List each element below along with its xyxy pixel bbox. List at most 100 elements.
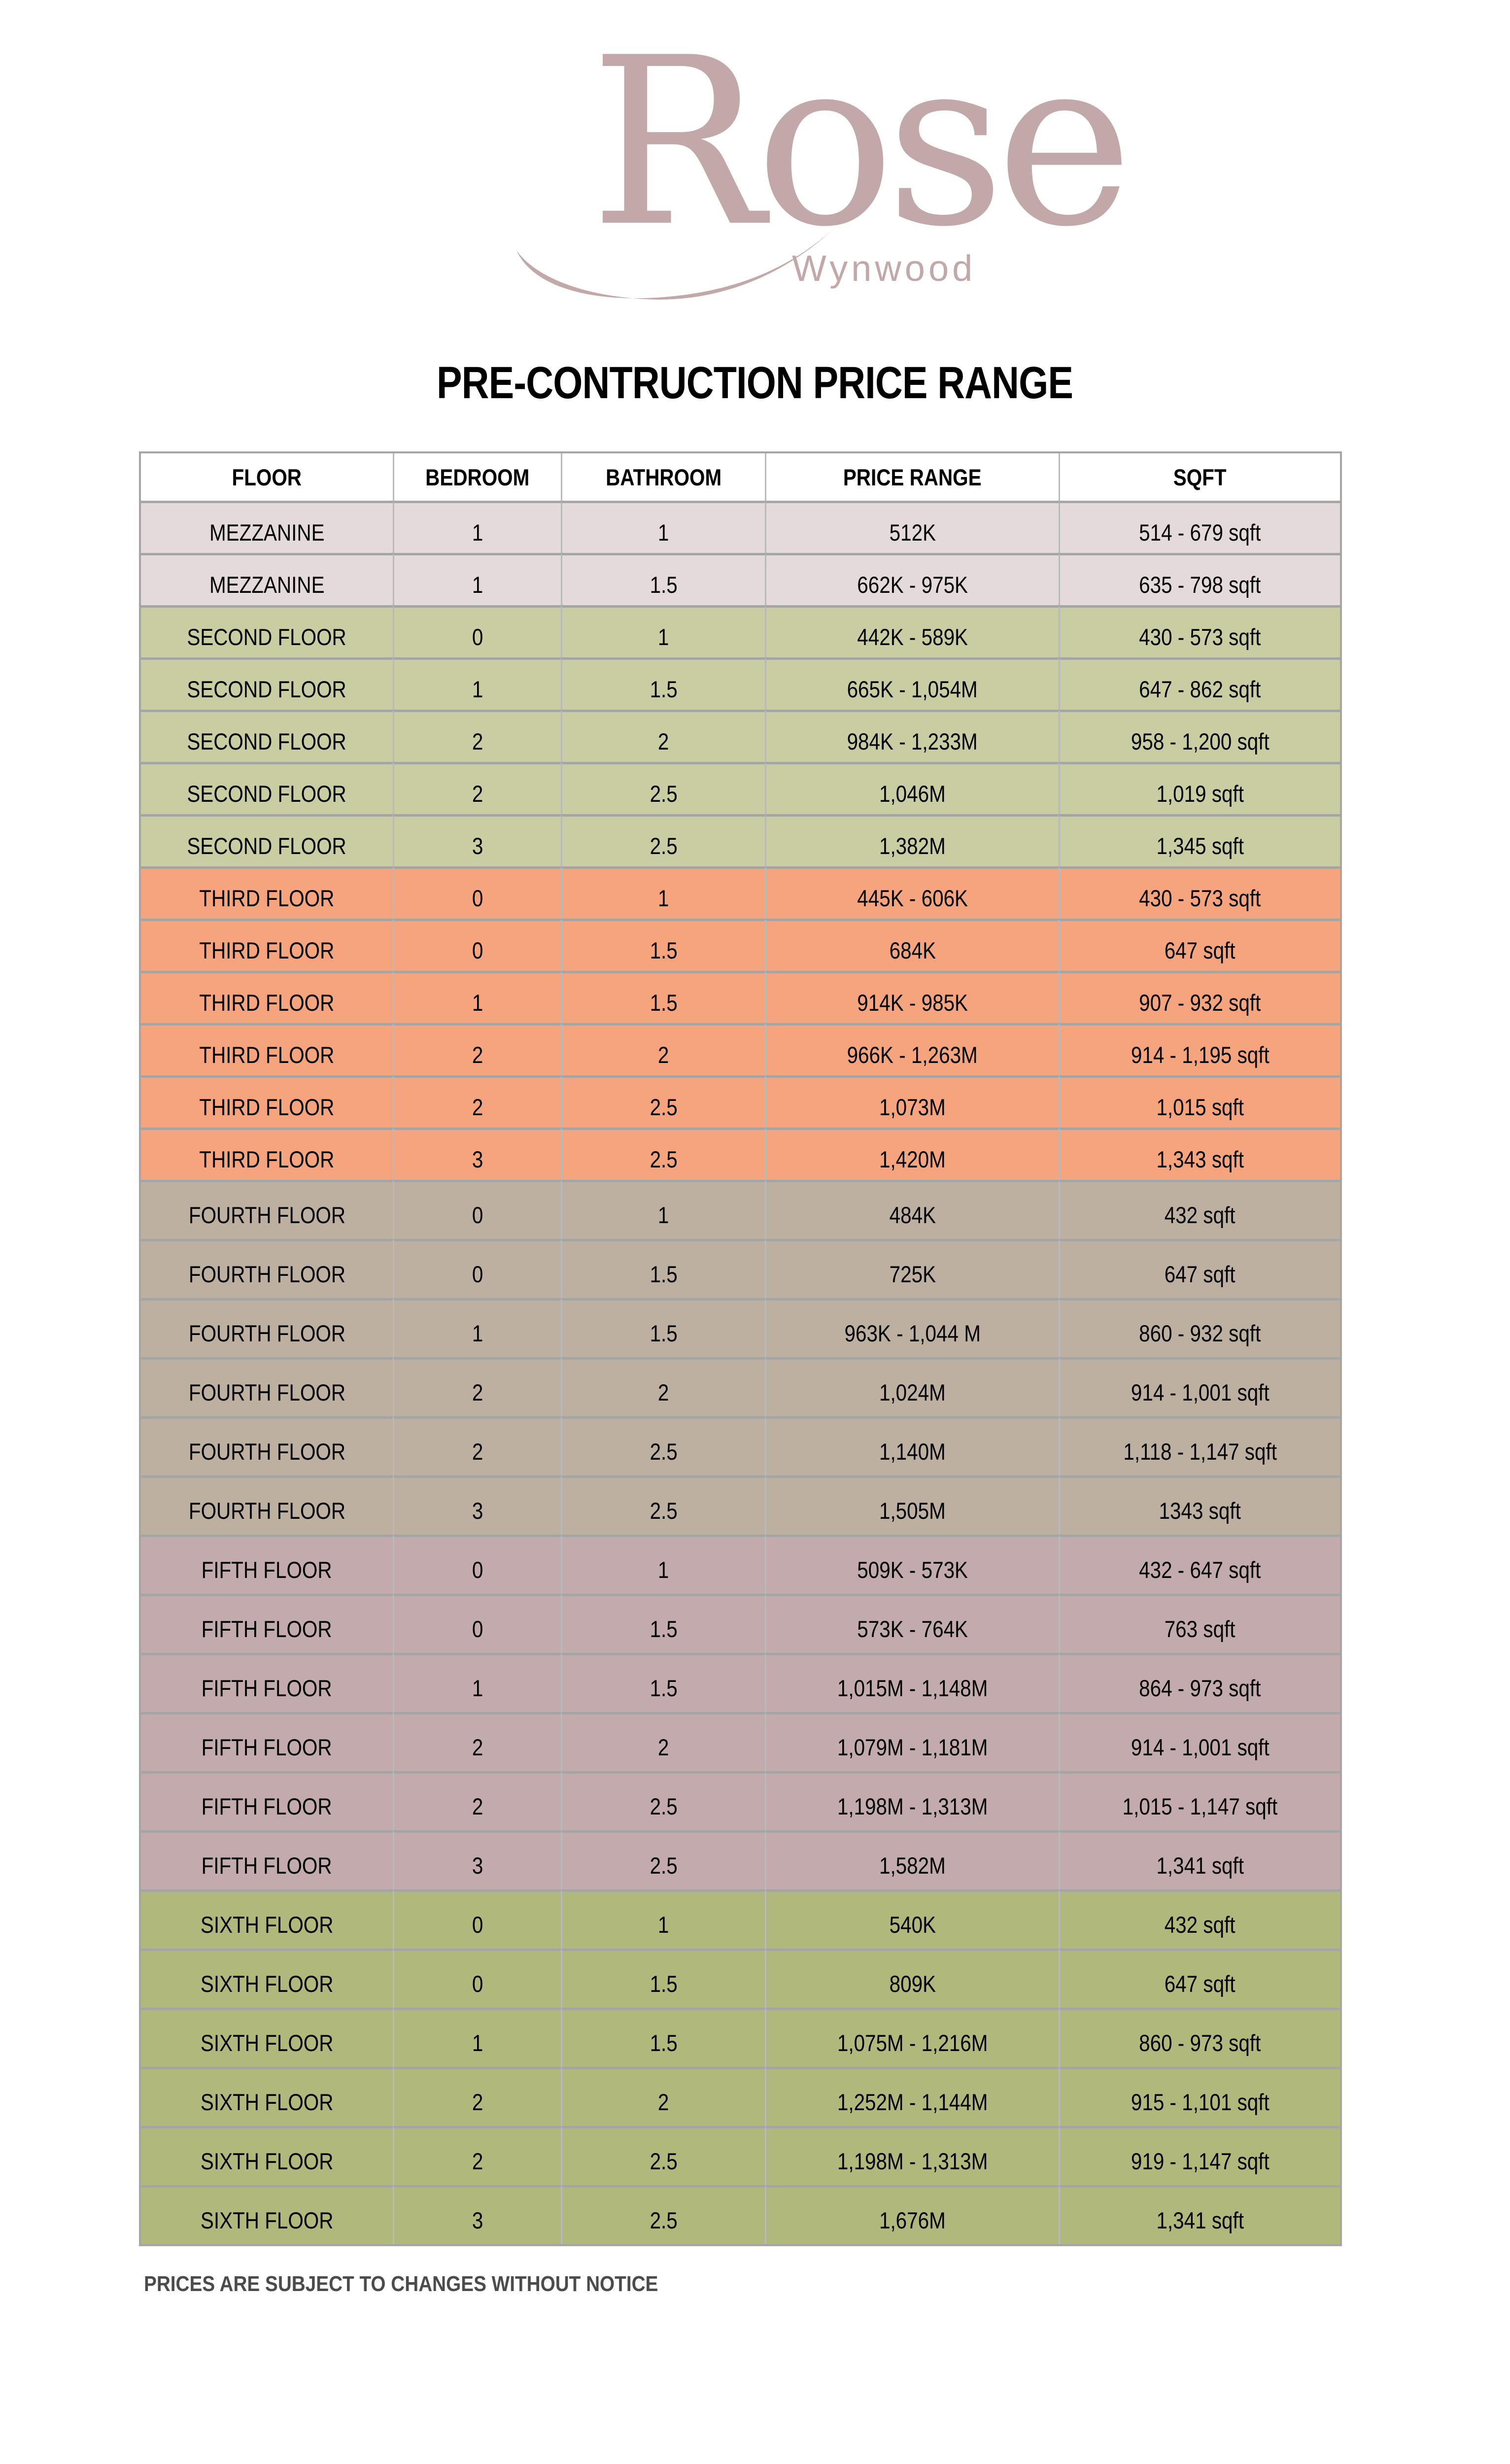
price-table: FLOOR BEDROOM BATHROOM PRICE RANGE SQFT … [139,451,1342,2246]
floor-cell: SECOND FLOOR [141,762,393,814]
table-row: SECOND FLOOR 0 1 442K - 589K 430 - 573 s… [141,605,1340,657]
column-header-bedroom: BEDROOM [393,453,561,501]
sqft-cell: 1,015 - 1,147 sqft [1059,1771,1340,1830]
price-cell: 1,079M - 1,181M [765,1712,1059,1771]
floor-cell: FIFTH FLOOR [141,1535,393,1594]
bathroom-cell: 2.5 [561,1128,765,1180]
footer-note: PRICES ARE SUBJECT TO CHANGES WITHOUT NO… [144,2272,1510,2296]
bedroom-cell: 2 [393,2067,561,2126]
bedroom-cell: 3 [393,1475,561,1535]
sqft-cell: 432 - 647 sqft [1059,1535,1340,1594]
price-cell: 1,046M [765,762,1059,814]
table-row: MEZZANINE 1 1.5 662K - 975K 635 - 798 sq… [141,553,1340,605]
column-header-floor: FLOOR [232,464,302,490]
bedroom-cell: 3 [393,814,561,866]
price-cell: 1,073M [765,1075,1059,1128]
floor-cell: FOURTH FLOOR [141,1416,393,1475]
floor-cell: FIFTH FLOOR [141,1712,393,1771]
header-row: FLOOR BEDROOM BATHROOM PRICE RANGE SQFT [141,453,1340,501]
bedroom-cell: 2 [393,1075,561,1128]
floor-cell: THIRD FLOOR [141,866,393,919]
logo-swash-icon [516,228,835,300]
price-cell: 442K - 589K [765,605,1059,657]
price-cell: 1,198M - 1,313M [765,1771,1059,1830]
sqft-cell: 430 - 573 sqft [1059,605,1340,657]
bathroom-cell: 2 [561,1023,765,1075]
price-cell: 966K - 1,263M [765,1023,1059,1075]
bathroom-cell: 1.5 [561,971,765,1023]
floor-cell: SIXTH FLOOR [141,1949,393,2008]
bathroom-cell: 1 [561,866,765,919]
sqft-cell: 430 - 573 sqft [1059,866,1340,919]
price-cell: 665K - 1,054M [765,657,1059,710]
bedroom-cell: 0 [393,1889,561,1949]
bathroom-cell: 2.5 [561,1075,765,1128]
table-row: FOURTH FLOOR 0 1.5 725K 647 sqft [141,1239,1340,1298]
table-row: SIXTH FLOOR 0 1 540K 432 sqft [141,1889,1340,1949]
bedroom-cell: 1 [393,657,561,710]
bedroom-cell: 0 [393,1949,561,2008]
table-row: SIXTH FLOOR 2 2.5 1,198M - 1,313M 919 - … [141,2126,1340,2185]
floor-cell: FOURTH FLOOR [141,1475,393,1535]
table-row: FIFTH FLOOR 0 1 509K - 573K 432 - 647 sq… [141,1535,1340,1594]
bedroom-cell: 2 [393,1357,561,1416]
footer-note-text: PRICES ARE SUBJECT TO CHANGES WITHOUT NO… [144,2272,658,2296]
bathroom-cell: 2.5 [561,1475,765,1535]
bathroom-cell: 1.5 [561,1594,765,1653]
bathroom-cell: 1 [561,1180,765,1239]
brand-logo: Rose Wynwood [484,27,1133,330]
bedroom-cell: 2 [393,1416,561,1475]
bathroom-cell: 2 [561,1357,765,1416]
bathroom-cell: 1.5 [561,2008,765,2067]
price-cell: 725K [765,1239,1059,1298]
sqft-cell: 958 - 1,200 sqft [1059,710,1340,762]
sqft-cell: 1,341 sqft [1059,1830,1340,1889]
table-row: FOURTH FLOOR 2 2.5 1,140M 1,118 - 1,147 … [141,1416,1340,1475]
bedroom-cell: 2 [393,2126,561,2185]
table-row: THIRD FLOOR 0 1.5 684K 647 sqft [141,919,1340,971]
sqft-cell: 1,019 sqft [1059,762,1340,814]
table-row: FOURTH FLOOR 0 1 484K 432 sqft [141,1180,1340,1239]
bathroom-cell: 1 [561,501,765,553]
sqft-cell: 1,118 - 1,147 sqft [1059,1416,1340,1475]
table-row: FIFTH FLOOR 1 1.5 1,015M - 1,148M 864 - … [141,1653,1340,1712]
bedroom-cell: 0 [393,1535,561,1594]
price-cell: 914K - 985K [765,971,1059,1023]
column-header-bathroom: BATHROOM [561,453,765,501]
bathroom-cell: 2 [561,710,765,762]
bathroom-cell: 2.5 [561,2185,765,2244]
table-body: MEZZANINE 1 1 512K 514 - 679 sqft MEZZAN… [141,501,1340,2244]
price-cell: 984K - 1,233M [765,710,1059,762]
table-row: SIXTH FLOOR 1 1.5 1,075M - 1,216M 860 - … [141,2008,1340,2067]
bathroom-cell: 2.5 [561,1830,765,1889]
floor-cell: FIFTH FLOOR [141,1771,393,1830]
bedroom-cell: 2 [393,1023,561,1075]
price-cell: 684K [765,919,1059,971]
price-cell: 1,676M [765,2185,1059,2244]
sqft-cell: 1343 sqft [1059,1475,1340,1535]
sqft-cell: 432 sqft [1059,1180,1340,1239]
bathroom-cell: 2.5 [561,2126,765,2185]
bathroom-cell: 1 [561,1889,765,1949]
sqft-cell: 914 - 1,001 sqft [1059,1357,1340,1416]
table-row: THIRD FLOOR 2 2.5 1,073M 1,015 sqft [141,1075,1340,1128]
sqft-cell: 647 - 862 sqft [1059,657,1340,710]
price-cell: 1,015M - 1,148M [765,1653,1059,1712]
floor-cell: SECOND FLOOR [141,814,393,866]
bedroom-cell: 1 [393,971,561,1023]
bathroom-cell: 2.5 [561,814,765,866]
bathroom-cell: 1 [561,605,765,657]
bathroom-cell: 1.5 [561,919,765,971]
sqft-cell: 647 sqft [1059,1949,1340,2008]
floor-cell: SECOND FLOOR [141,605,393,657]
bathroom-cell: 2.5 [561,762,765,814]
floor-cell: SIXTH FLOOR [141,2067,393,2126]
price-cell: 1,140M [765,1416,1059,1475]
bathroom-cell: 2 [561,1712,765,1771]
sqft-cell: 914 - 1,195 sqft [1059,1023,1340,1075]
bathroom-cell: 1.5 [561,1298,765,1357]
floor-cell: THIRD FLOOR [141,919,393,971]
table-row: SIXTH FLOOR 2 2 1,252M - 1,144M 915 - 1,… [141,2067,1340,2126]
table-row: THIRD FLOOR 2 2 966K - 1,263M 914 - 1,19… [141,1023,1340,1075]
bathroom-cell: 1.5 [561,553,765,605]
